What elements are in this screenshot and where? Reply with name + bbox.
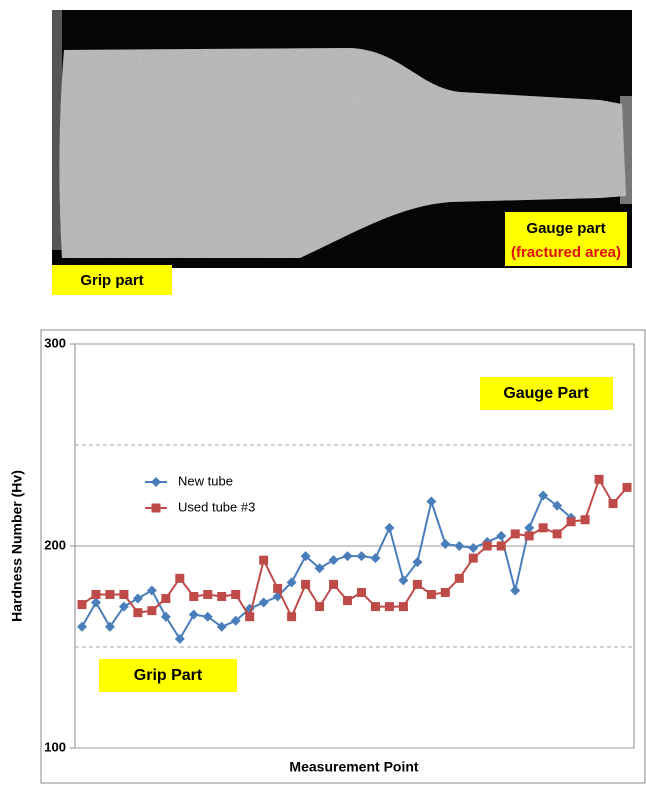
data-point	[510, 529, 520, 539]
data-point	[231, 589, 241, 599]
micrograph	[52, 10, 632, 268]
data-point	[76, 621, 87, 632]
data-point	[343, 596, 353, 606]
data-point	[356, 587, 366, 597]
grip-label-box	[52, 265, 172, 295]
legend-marker	[151, 477, 161, 487]
data-point	[426, 589, 436, 599]
data-point	[287, 612, 297, 622]
data-point	[370, 553, 381, 564]
data-point	[230, 615, 241, 626]
annotation: Grip Part	[134, 667, 203, 684]
data-point	[356, 551, 367, 562]
data-point	[132, 593, 143, 604]
data-point	[440, 587, 450, 597]
data-point	[552, 529, 562, 539]
data-point	[90, 597, 101, 608]
data-point	[538, 490, 549, 501]
data-point	[468, 553, 478, 563]
data-point	[552, 500, 563, 511]
data-point	[342, 551, 353, 562]
data-point	[482, 541, 492, 551]
data-point	[510, 585, 521, 596]
annotation-box	[480, 377, 613, 410]
data-point	[566, 517, 576, 527]
data-point	[398, 575, 409, 586]
data-point	[301, 579, 311, 589]
data-point	[133, 608, 143, 618]
y-tick-label: 300	[44, 335, 66, 350]
legend-label: Used tube #3	[178, 499, 255, 514]
data-point	[259, 555, 269, 565]
gauge-label-box	[505, 212, 627, 266]
y-axis-label: Hardness Number (Hv)	[9, 470, 25, 622]
annotation-box	[99, 659, 237, 692]
data-point	[328, 555, 339, 566]
data-point	[496, 530, 507, 541]
x-axis-label: Measurement Point	[289, 759, 418, 775]
edge	[52, 10, 62, 250]
y-tick-label: 100	[44, 739, 66, 754]
data-point	[314, 563, 325, 574]
data-point	[146, 585, 157, 596]
data-point	[524, 522, 535, 533]
data-point	[273, 583, 283, 593]
grip-label: Grip part	[80, 272, 143, 289]
data-point	[161, 594, 171, 604]
data-point	[174, 633, 185, 644]
data-point	[217, 592, 227, 601]
data-point	[622, 482, 632, 492]
gauge-note: (fractured area)	[511, 244, 621, 261]
data-point	[315, 602, 325, 612]
data-point	[329, 579, 339, 589]
data-point	[160, 611, 171, 622]
data-point	[188, 609, 199, 620]
data-point	[91, 589, 101, 599]
data-point	[580, 515, 590, 525]
data-point	[258, 597, 269, 608]
data-point	[300, 551, 311, 562]
data-point	[118, 601, 129, 612]
data-point	[594, 474, 604, 484]
data-point	[245, 612, 255, 622]
data-point	[370, 602, 380, 612]
data-point	[384, 522, 395, 533]
y-tick-label: 200	[44, 537, 66, 552]
data-point	[119, 589, 129, 599]
data-point	[398, 602, 408, 612]
data-point	[189, 592, 199, 601]
data-point	[468, 543, 479, 554]
data-point	[202, 611, 213, 622]
series-line	[81, 476, 628, 620]
gauge-label: Gauge part	[526, 220, 605, 237]
data-point	[524, 531, 534, 541]
specimen	[59, 48, 626, 258]
plot: 100 200 300 New tube Used tube #3	[44, 335, 634, 754]
data-point	[216, 621, 227, 632]
data-point	[77, 600, 87, 610]
data-point	[384, 602, 394, 612]
data-point	[104, 621, 115, 632]
legend-label: New tube	[178, 473, 233, 488]
data-point	[203, 589, 213, 599]
data-point	[412, 579, 422, 589]
annotation: Gauge Part	[503, 385, 589, 402]
data-point	[440, 538, 451, 549]
data-point	[454, 573, 464, 583]
data-point	[496, 541, 506, 551]
data-point	[175, 573, 185, 583]
data-point	[147, 606, 157, 616]
data-point	[286, 577, 297, 588]
data-point	[426, 496, 437, 507]
data-point	[105, 589, 115, 599]
legend-marker	[151, 503, 161, 513]
data-point	[608, 499, 618, 509]
data-point	[538, 523, 548, 533]
data-point	[454, 541, 465, 551]
data-point	[412, 557, 423, 568]
